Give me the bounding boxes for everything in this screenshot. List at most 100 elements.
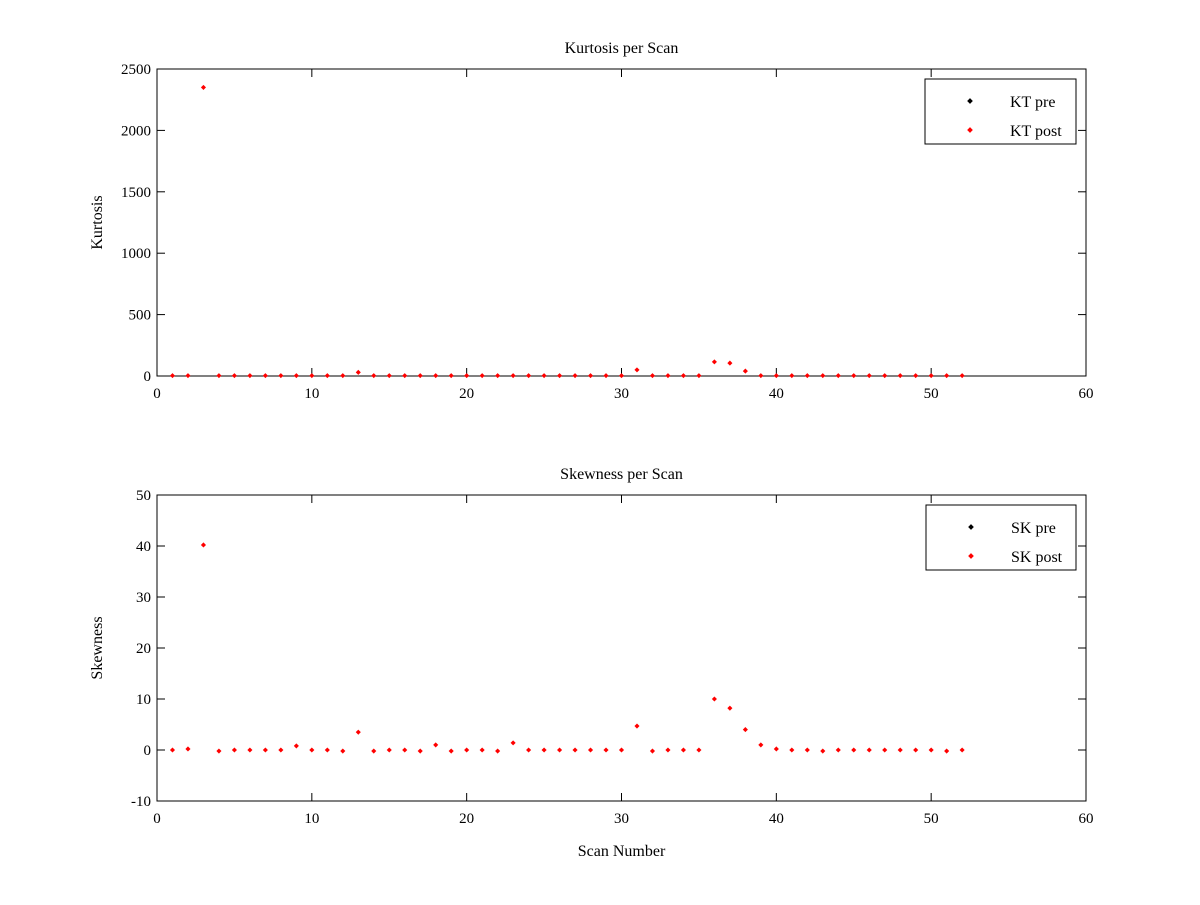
data-point — [851, 373, 857, 379]
data-point — [448, 373, 454, 379]
data-point — [200, 84, 206, 90]
data-point — [634, 367, 640, 373]
data-point — [541, 747, 547, 753]
x-tick-label: 50 — [924, 811, 939, 827]
data-point — [789, 373, 795, 379]
x-tick-label: 60 — [1079, 386, 1094, 402]
data-point — [944, 748, 950, 754]
data-point — [851, 747, 857, 753]
data-point — [618, 747, 625, 753]
data-point — [603, 747, 609, 753]
y-tick-label: 10 — [136, 692, 151, 708]
data-point — [324, 373, 330, 379]
y-tick-label: 20 — [136, 641, 151, 657]
data-point — [231, 373, 237, 379]
x-tick-label: 60 — [1079, 811, 1094, 827]
data-point — [541, 373, 547, 379]
legend-marker — [967, 98, 973, 104]
data-point — [309, 747, 315, 753]
y-tick-label: 0 — [144, 743, 152, 759]
data-point — [742, 727, 748, 733]
y-tick-label: 2500 — [121, 62, 151, 78]
data-point — [835, 747, 841, 753]
data-point — [587, 373, 594, 379]
data-point — [789, 747, 795, 753]
data-point — [293, 743, 299, 749]
data-point — [665, 747, 671, 753]
data-point — [278, 373, 284, 379]
data-point — [526, 747, 532, 753]
data-point — [820, 373, 826, 379]
data-point — [185, 373, 191, 379]
y-tick-label: 1500 — [121, 185, 151, 201]
data-point — [603, 373, 609, 379]
data-point — [169, 373, 176, 379]
y-axis-label: Kurtosis — [89, 195, 106, 249]
data-point — [526, 373, 532, 379]
data-point — [510, 740, 516, 746]
legend: KT pre KT post — [924, 78, 1077, 145]
y-tick-label: 40 — [136, 539, 151, 555]
data-point — [479, 373, 485, 379]
data-point — [417, 373, 423, 379]
legend-entry-label: KT pre — [1010, 94, 1055, 111]
data-point — [495, 373, 501, 379]
data-point — [355, 369, 361, 375]
data-point — [309, 373, 315, 379]
data-point — [464, 373, 470, 379]
data-point — [216, 373, 222, 379]
x-tick-label: 0 — [153, 811, 161, 827]
data-point — [340, 748, 346, 754]
data-point — [587, 747, 594, 753]
legend-entry-label: KT post — [1010, 123, 1062, 140]
data-point — [557, 373, 563, 379]
chart-panel-1: 0 10 20 30 40 50 60 0 500 1000 1500 2000 2500 Kurtosi… — [89, 40, 1094, 402]
data-point — [262, 373, 268, 379]
x-tick-label: 0 — [153, 386, 161, 402]
x-tick-label: 10 — [304, 811, 319, 827]
x-tick-label: 20 — [459, 386, 474, 402]
data-point — [371, 373, 377, 379]
data-point — [897, 747, 903, 753]
data-point — [680, 747, 686, 753]
y-tick-label: 2000 — [121, 123, 151, 139]
y-tick-label: 500 — [129, 308, 152, 324]
data-point — [340, 373, 346, 379]
x-tick-label: 30 — [614, 386, 629, 402]
legend-entry-label: SK post — [1011, 549, 1063, 566]
x-tick-label: 20 — [459, 811, 474, 827]
x-tick-label: 50 — [924, 386, 939, 402]
data-point — [247, 373, 253, 379]
legend-marker — [967, 127, 973, 133]
data-point — [866, 747, 872, 753]
data-point — [618, 373, 625, 379]
data-point — [495, 748, 501, 754]
data-point — [665, 373, 671, 379]
legend-box — [925, 504, 1077, 571]
y-tick-label: 0 — [144, 369, 152, 385]
data-point — [913, 373, 919, 379]
data-point — [835, 373, 841, 379]
chart-title: Skewness per Scan — [560, 466, 683, 483]
data-point — [882, 373, 888, 379]
chart-title: Kurtosis per Scan — [565, 40, 679, 57]
data-point — [572, 747, 578, 753]
data-point — [680, 373, 686, 379]
data-point — [572, 373, 578, 379]
y-tick-label: 1000 — [121, 246, 151, 262]
data-point — [402, 747, 408, 753]
data-point — [913, 747, 919, 753]
y-axis-label: Skewness — [89, 616, 106, 679]
data-point — [402, 373, 408, 379]
x-tick-label: 40 — [769, 386, 784, 402]
data-point — [866, 373, 872, 379]
legend: SK pre SK post — [925, 504, 1077, 571]
legend-marker — [968, 524, 974, 530]
x-tick-label: 30 — [614, 811, 629, 827]
data-point — [649, 373, 656, 379]
data-point — [355, 729, 361, 735]
data-point — [804, 747, 810, 753]
